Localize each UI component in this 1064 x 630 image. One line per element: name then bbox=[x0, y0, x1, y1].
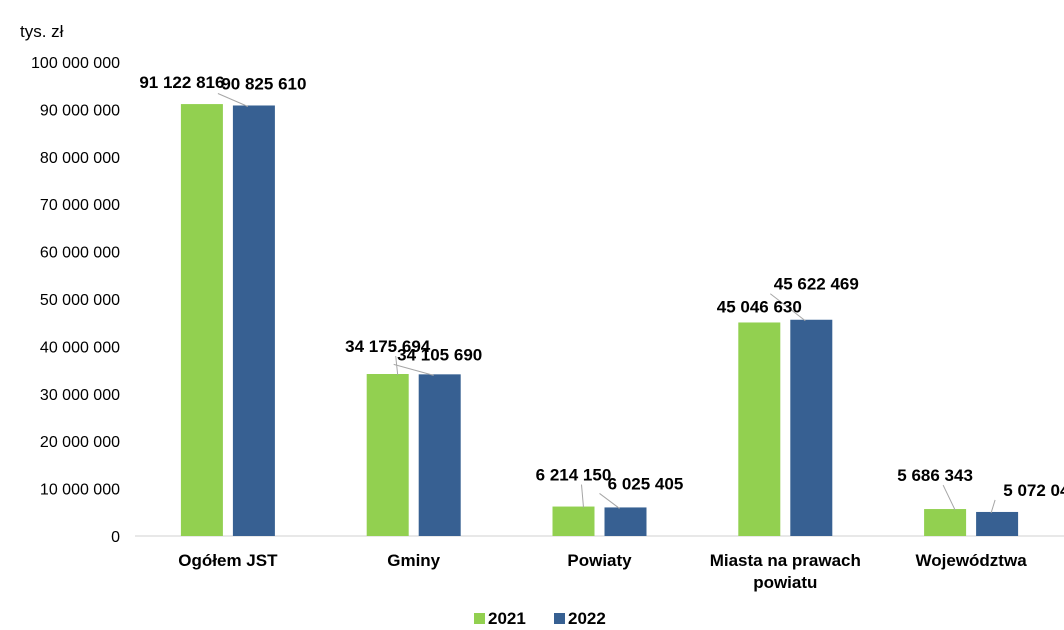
leader-line bbox=[393, 363, 434, 376]
data-label-2022: 5 072 046 bbox=[1003, 481, 1064, 500]
y-tick-label: 90 000 000 bbox=[40, 102, 120, 119]
y-tick-label: 30 000 000 bbox=[40, 387, 120, 404]
data-label-2021: 91 122 816 bbox=[139, 73, 224, 92]
leader-line bbox=[599, 493, 620, 509]
leader-line bbox=[990, 499, 996, 514]
y-tick-label: 50 000 000 bbox=[40, 292, 120, 309]
bar-2021 bbox=[366, 374, 409, 536]
y-axis-ticks: 0 10 000 000 20 000 000 30 000 000 40 000 00… bbox=[31, 55, 120, 546]
leader-line bbox=[581, 484, 584, 508]
legend-swatch-2021 bbox=[474, 613, 485, 624]
bar-groups bbox=[180, 104, 1019, 537]
bar-2022 bbox=[232, 105, 275, 537]
legend-label-2022: 2022 bbox=[568, 609, 606, 628]
bar-2021 bbox=[738, 322, 781, 536]
leader-line bbox=[769, 293, 806, 322]
bar-2022 bbox=[418, 374, 461, 536]
leader-line bbox=[942, 484, 956, 511]
category-label: Ogółem JST bbox=[178, 551, 278, 570]
legend-label-2021: 2021 bbox=[488, 609, 526, 628]
bar-2022 bbox=[604, 507, 647, 536]
data-label-2021: 45 046 630 bbox=[717, 297, 802, 316]
legend: 2021 2022 bbox=[474, 609, 606, 628]
category-label: Gminy bbox=[387, 551, 440, 570]
data-label-2021: 6 214 150 bbox=[536, 466, 612, 485]
bar-2021 bbox=[180, 104, 223, 536]
bar-2022 bbox=[976, 511, 1019, 536]
y-tick-label: 60 000 000 bbox=[40, 245, 120, 262]
leader-line bbox=[217, 93, 249, 107]
data-label-2021: 34 175 694 bbox=[345, 337, 431, 356]
category-label: Miasta na prawach bbox=[710, 551, 861, 570]
bar-2021 bbox=[552, 506, 595, 536]
bar-2021 bbox=[924, 509, 967, 536]
data-label-2021: 5 686 343 bbox=[897, 466, 973, 485]
y-tick-label: 100 000 000 bbox=[31, 55, 120, 72]
category-label: powiatu bbox=[753, 573, 817, 592]
data-label-2022: 6 025 405 bbox=[608, 474, 684, 493]
leader-lines bbox=[217, 93, 996, 514]
y-tick-label: 80 000 000 bbox=[40, 150, 120, 167]
category-label: Powiaty bbox=[567, 551, 632, 570]
y-tick-label: 40 000 000 bbox=[40, 339, 120, 356]
y-axis-unit-label: tys. zł bbox=[20, 22, 64, 41]
y-tick-label: 10 000 000 bbox=[40, 482, 120, 499]
y-tick-label: 0 bbox=[111, 529, 120, 546]
legend-swatch-2022 bbox=[554, 613, 565, 624]
y-tick-label: 70 000 000 bbox=[40, 197, 120, 214]
data-label-2022: 90 825 610 bbox=[221, 74, 306, 93]
y-tick-label: 20 000 000 bbox=[40, 434, 120, 451]
data-label-2022: 34 105 690 bbox=[397, 345, 482, 364]
bar-2022 bbox=[790, 319, 833, 536]
category-labels: Ogółem JST Gminy Powiaty Miasta na prawach p… bbox=[178, 551, 1027, 592]
category-label: Województwa bbox=[916, 551, 1028, 570]
data-label-2022: 45 622 469 bbox=[774, 275, 859, 294]
